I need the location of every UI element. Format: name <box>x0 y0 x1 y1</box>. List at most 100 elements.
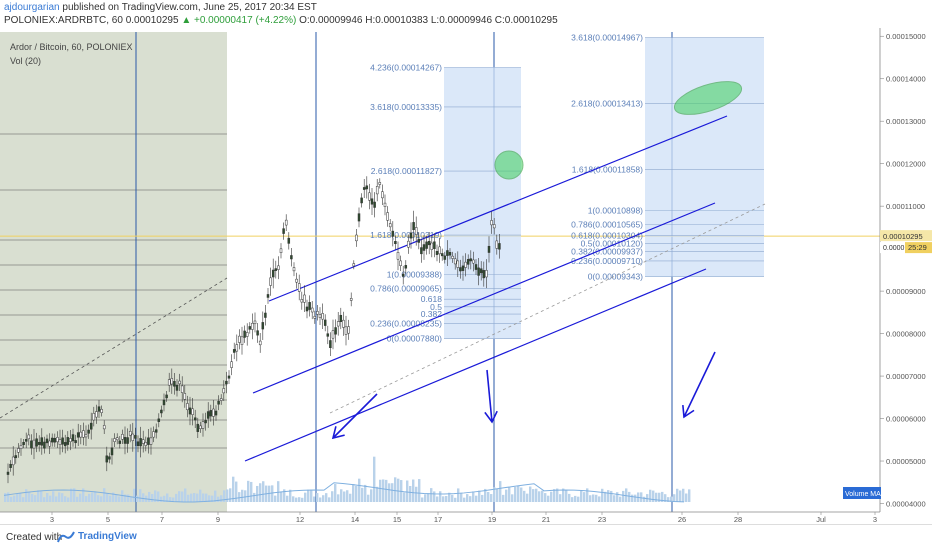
volume-bar <box>502 494 505 502</box>
candle-body <box>238 335 241 343</box>
candle-body <box>482 270 486 279</box>
candle-body <box>79 431 83 438</box>
candle-body <box>284 219 288 226</box>
fib-level-label: 1(0.00009388) <box>387 270 442 280</box>
volume-bar <box>76 496 79 502</box>
candle-body <box>303 294 306 303</box>
candle-body <box>92 413 96 421</box>
volume-bar <box>112 492 115 502</box>
volume-bar <box>82 488 85 502</box>
candle-body <box>69 438 72 442</box>
volume-bar <box>442 496 445 502</box>
candle-body <box>352 263 356 267</box>
candle-body <box>370 198 374 205</box>
volume-bar <box>304 492 307 502</box>
candle-body <box>404 265 408 269</box>
candle-body <box>300 299 304 303</box>
volume-bar <box>256 485 259 502</box>
candle-body <box>105 455 109 463</box>
volume-bar <box>169 497 172 502</box>
price-chart[interactable]: 4.236(0.00014267) 3.618(0.00013335) 2.618(… <box>0 28 932 524</box>
last-price-tag <box>880 230 932 242</box>
candle-body <box>261 322 265 330</box>
volume-bar <box>298 497 301 502</box>
volume-bar <box>151 493 154 502</box>
volume-bar <box>622 490 625 502</box>
volume-bar <box>478 490 481 502</box>
candle-body <box>217 400 220 405</box>
candle-body <box>126 437 129 444</box>
volume-ma-tag <box>843 487 881 499</box>
x-tick-label: 12 <box>296 515 304 524</box>
candle-body <box>199 425 202 429</box>
volume-bar <box>652 490 655 502</box>
volume-bar <box>616 492 619 502</box>
volume-bar <box>673 494 676 502</box>
channel-line <box>268 115 728 302</box>
volume-bar <box>457 488 460 502</box>
candle-body <box>487 245 491 253</box>
candle-body <box>344 326 348 335</box>
candle-body <box>464 261 467 268</box>
author-link[interactable]: ajdourgarian <box>4 2 60 13</box>
volume-bar <box>289 489 292 502</box>
volume-bar <box>175 493 178 502</box>
countdown-label: 25:29 <box>908 243 927 252</box>
candle-body <box>329 340 332 348</box>
fib-level-label: 0(0.00009343) <box>588 272 643 282</box>
candle-body <box>336 321 340 327</box>
volume-bar <box>634 494 637 502</box>
candle-body <box>232 349 236 353</box>
volume-bar <box>274 495 277 502</box>
candle-body <box>173 381 176 387</box>
candle-body <box>271 269 275 278</box>
volume-bar <box>241 489 244 502</box>
last-price-label: 0.00010295 <box>883 232 923 241</box>
volume-bar <box>103 488 106 502</box>
candle-body <box>43 441 46 449</box>
candle-body <box>331 330 335 339</box>
candle-body <box>448 252 452 256</box>
volume-bar <box>310 489 313 502</box>
volume-bar <box>589 495 592 502</box>
volume-bar <box>64 496 67 502</box>
y-tick-label: 0.00014000 <box>886 75 926 84</box>
tradingview-brand[interactable]: TradingView <box>78 531 137 542</box>
candle-body <box>118 440 122 444</box>
volume-bar <box>328 497 331 502</box>
arrow-head <box>331 426 345 440</box>
volume-bar <box>448 492 451 502</box>
candle-body <box>394 241 397 245</box>
volume-bar <box>97 495 100 502</box>
fib-level-label: 0(0.00007880) <box>387 334 442 344</box>
volume-bar <box>394 477 397 502</box>
fib-level-label: 2.618(0.00013413) <box>571 99 643 109</box>
volume-bar <box>109 495 112 502</box>
candle-body <box>136 441 140 447</box>
volume-bar <box>547 495 550 502</box>
candle-body <box>479 268 483 274</box>
volume-bar <box>340 489 343 502</box>
candle-body <box>14 455 18 459</box>
history-shade <box>0 32 227 512</box>
candle-body <box>495 240 499 249</box>
candle-body <box>162 399 166 406</box>
volume-bar <box>364 484 367 502</box>
candle-body <box>240 336 244 345</box>
candle-body <box>474 264 478 270</box>
volume-bar <box>34 495 37 502</box>
candle-body <box>456 260 460 268</box>
candle-body <box>219 398 223 401</box>
candle-body <box>165 394 168 399</box>
history-trend-line <box>0 277 228 419</box>
volume-bar <box>511 494 514 502</box>
arrow-line <box>683 351 716 418</box>
candle-body <box>318 314 322 318</box>
candle-body <box>295 278 298 283</box>
volume-bar <box>346 490 349 502</box>
y-tick-label: 0.00013000 <box>886 117 926 126</box>
candle-body <box>22 441 25 446</box>
candle-body <box>40 437 44 446</box>
candle-body <box>490 220 493 226</box>
fib-level-label: 1.618(0.00010319) <box>370 230 442 240</box>
